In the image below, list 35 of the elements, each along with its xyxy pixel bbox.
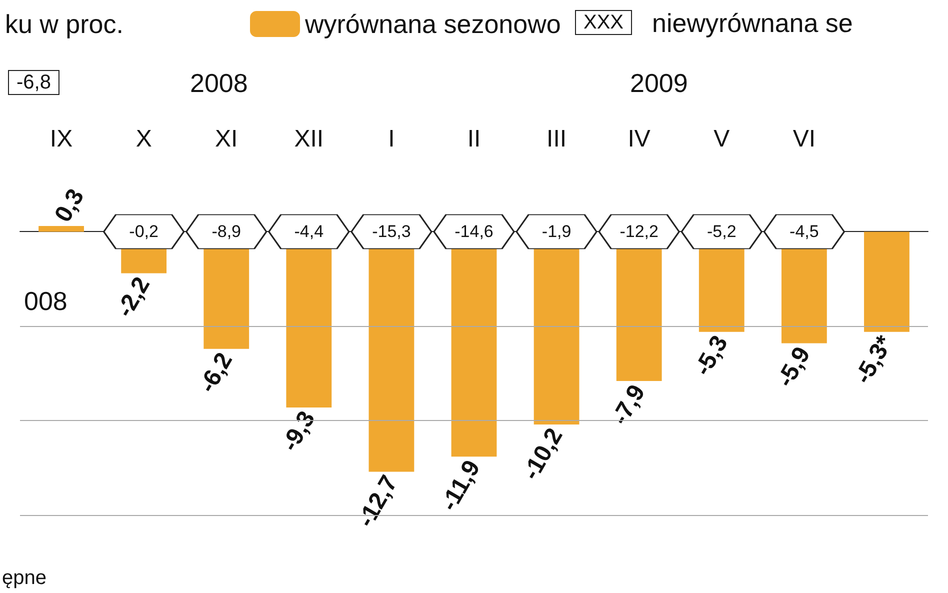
data-label: -2,2 bbox=[111, 272, 156, 322]
data-label: 0,3 bbox=[50, 184, 90, 227]
x-tick-label: VI bbox=[792, 126, 816, 152]
annotation: -15,3 bbox=[372, 222, 411, 242]
x-tick-label: III bbox=[546, 126, 567, 152]
chart-title: ku w proc. bbox=[5, 9, 124, 39]
data-label: -7,9 bbox=[606, 380, 651, 430]
x-tick-label: I bbox=[388, 126, 395, 152]
x-tick-label: X bbox=[136, 126, 152, 152]
annotation: -0,2 bbox=[129, 222, 158, 242]
x-tick-label: IX bbox=[50, 126, 73, 152]
data-label: -5,9 bbox=[772, 342, 816, 392]
text: niewyrównana se bbox=[652, 8, 853, 38]
x-tick-label: V bbox=[714, 126, 730, 152]
annotation: -8,9 bbox=[212, 222, 242, 242]
annotation: -5,2 bbox=[706, 222, 736, 242]
x-tick-label: XI bbox=[215, 126, 238, 152]
annotation: -4,4 bbox=[294, 222, 324, 242]
data-label: -5,3 bbox=[689, 331, 734, 380]
annotation: -4,5 bbox=[790, 222, 819, 242]
annotation: -14,6 bbox=[454, 222, 494, 242]
text: -6,8 bbox=[16, 72, 51, 94]
text: ępne bbox=[2, 567, 46, 589]
annotation: 008 bbox=[24, 286, 68, 316]
x-tick-label: IV bbox=[628, 126, 650, 152]
x-tick-label: II bbox=[467, 126, 481, 152]
text: 2009 bbox=[630, 68, 688, 98]
legend-label: wyrównana sezonowo bbox=[304, 9, 561, 39]
annotation: -12,2 bbox=[620, 222, 658, 242]
x-tick-label: XII bbox=[294, 126, 324, 152]
text: 2008 bbox=[190, 68, 248, 98]
annotation: -1,9 bbox=[542, 222, 572, 242]
data-label: -9,3 bbox=[276, 406, 321, 456]
data-label: -6,2 bbox=[194, 348, 238, 398]
text: XXX bbox=[584, 12, 624, 34]
